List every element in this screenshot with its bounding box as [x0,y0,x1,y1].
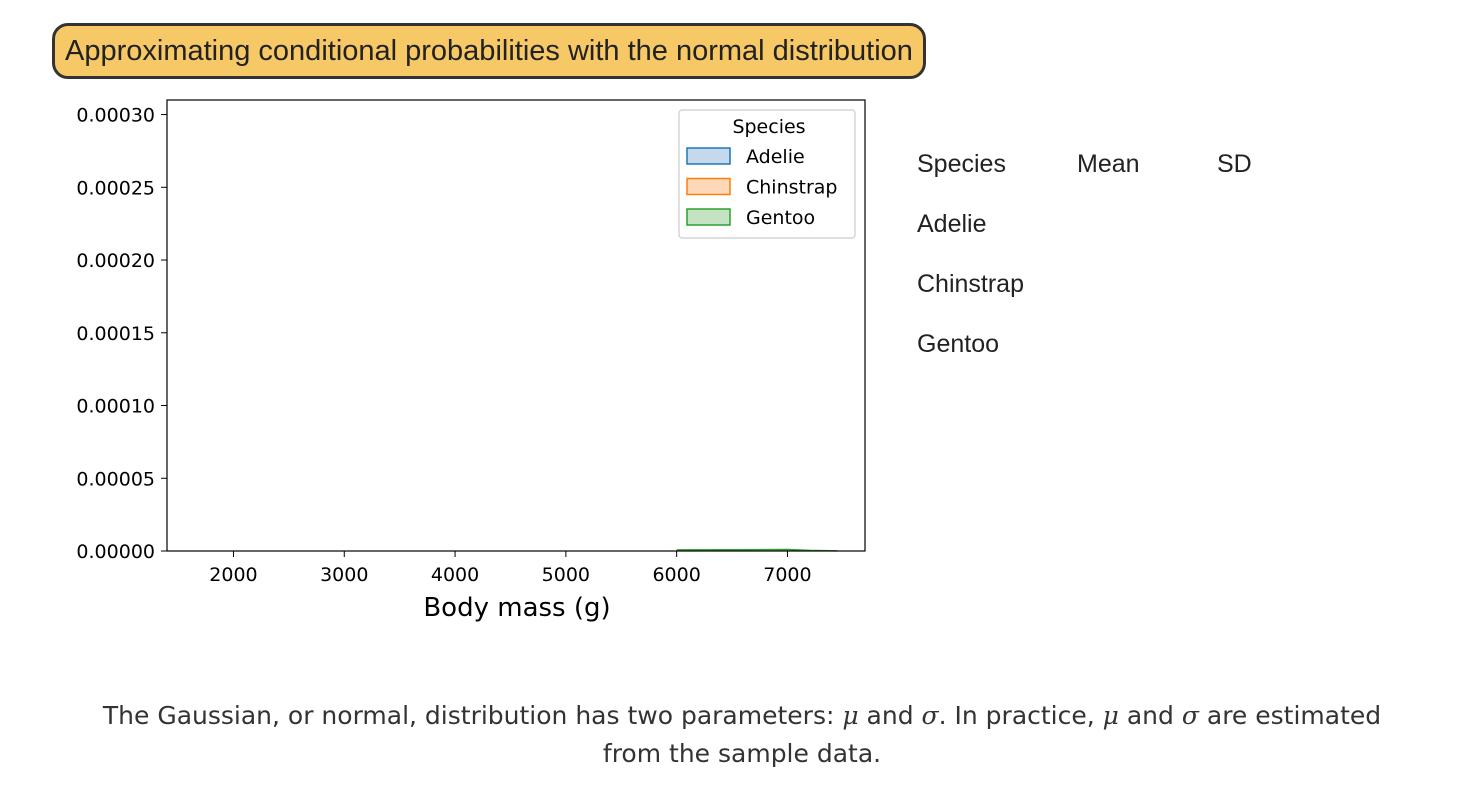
stats-species-cell: Chinstrap [917,269,1024,298]
caption-text: . In practice, [938,701,1103,730]
caption-text: are estimated [1198,701,1382,730]
sigma-symbol: σ [1181,701,1199,730]
density-chart: 2000 3000 4000 5000 6000 7000 0.00000 0.00005 0.… [76,99,866,623]
stats-species-cell: Gentoo [917,329,1000,358]
caption-text: and [1118,701,1182,730]
x-tick-label: 2000 [209,564,257,586]
stats-header-species: Species [917,149,1006,178]
sigma-symbol: σ [921,701,939,730]
x-tick-label: 3000 [320,564,368,586]
y-tick-label: 0.00020 [76,250,155,272]
stats-header-row: Species Mean SD [917,134,1337,194]
mu-symbol: μ [842,701,859,730]
x-axis-label: Body mass (g) [423,593,610,623]
caption-text: and [858,701,922,730]
y-tick-label: 0.00010 [76,396,155,418]
stats-row-chinstrap: Chinstrap [917,254,1337,314]
legend-title: Species [732,116,805,138]
x-tick-label: 5000 [542,564,590,586]
stats-header-sd: SD [1217,149,1252,178]
legend-swatch-gentoo [686,208,731,226]
y-tick-label: 0.00015 [76,323,155,345]
stats-table: Species Mean SD Adelie Chinstrap Gentoo [917,134,1337,374]
y-tick-label: 0.00000 [76,541,155,563]
legend-box [678,109,856,239]
stats-header-mean: Mean [1077,149,1140,178]
legend-swatch-chinstrap [686,177,731,196]
x-tick-label: 7000 [763,564,811,586]
caption: The Gaussian, or normal, distribution ha… [0,697,1484,773]
legend-label-gentoo: Gentoo [746,207,815,229]
caption-line-2: from the sample data. [602,739,882,768]
legend-label-adelie: Adelie [746,146,805,168]
stats-row-gentoo: Gentoo [917,314,1337,374]
caption-text: The Gaussian, or normal, distribution ha… [102,701,843,730]
legend-label-chinstrap: Chinstrap [746,177,838,199]
stats-row-adelie: Adelie [917,194,1337,254]
stats-species-cell: Adelie [917,209,987,238]
y-tick-label: 0.00025 [76,177,155,199]
legend-swatch-adelie [686,147,731,165]
page-title: Approximating conditional probabilities … [52,23,926,79]
caption-line-1: The Gaussian, or normal, distribution ha… [0,697,1484,735]
y-tick-label: 0.00030 [76,105,155,127]
x-tick-label: 4000 [431,564,479,586]
plot-frame [166,99,866,552]
x-tick-label: 6000 [652,564,700,586]
y-tick-label: 0.00005 [76,468,155,490]
mu-symbol: μ [1102,701,1119,730]
